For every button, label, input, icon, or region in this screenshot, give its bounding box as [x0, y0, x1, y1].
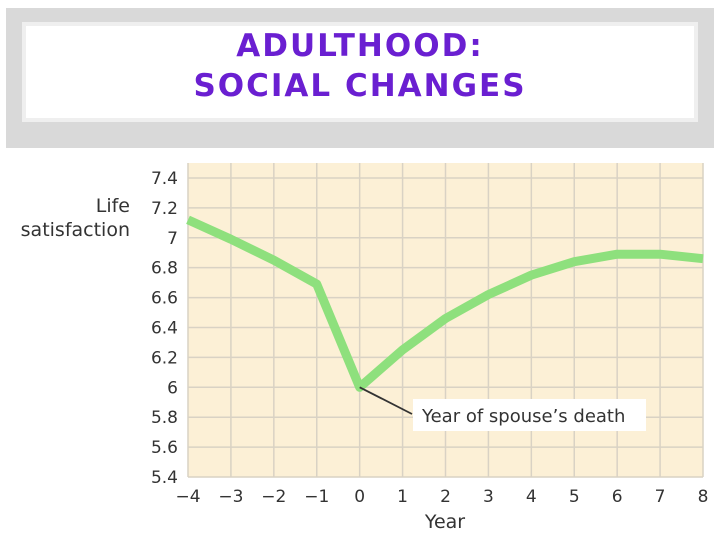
annotation-label: Year of spouse’s death	[421, 406, 625, 427]
x-tick-label: −3	[218, 487, 243, 507]
x-tick-label: 8	[698, 487, 709, 507]
x-tick-label: 4	[526, 487, 537, 507]
x-tick-label: 7	[655, 487, 666, 507]
x-tick-label: −1	[304, 487, 329, 507]
x-axis-title: Year	[424, 511, 465, 533]
x-tick-label: 1	[397, 487, 408, 507]
y-tick-label: 5.6	[151, 438, 178, 458]
y-tick-label: 6.8	[151, 259, 178, 279]
y-tick-label: 6.2	[151, 348, 178, 368]
slide-title-line-2: SOCIAL CHANGES	[193, 68, 527, 104]
x-tick-label: −2	[261, 487, 286, 507]
annotation-box	[413, 399, 646, 431]
y-axis-title-line-2: satisfaction	[21, 219, 130, 241]
series-line	[186, 215, 704, 392]
x-tick-label: 5	[569, 487, 580, 507]
y-tick-label: 7	[167, 229, 178, 249]
y-tick-label: 7.2	[151, 199, 178, 219]
y-tick-label: 6	[167, 378, 178, 398]
y-axis-title-line-1: Life	[96, 195, 130, 217]
y-tick-labels: 5.4 5.6 5.8 6 6.2 6.4 6.6 6.8 7 7.2 7.4	[151, 169, 178, 488]
title-card	[22, 22, 698, 122]
y-tick-label: 6.6	[151, 289, 178, 309]
y-tick-label: 5.8	[151, 408, 178, 428]
x-tick-label: 6	[612, 487, 623, 507]
x-tick-label: 3	[483, 487, 494, 507]
y-tick-label: 7.4	[151, 169, 178, 189]
x-tick-label: 0	[354, 487, 365, 507]
x-tick-labels: −4 −3 −2 −1 0 1 2 3 4 5 6 7 8	[175, 487, 708, 507]
x-tick-label: 2	[440, 487, 451, 507]
y-tick-label: 5.4	[151, 468, 178, 488]
x-tick-label: −4	[175, 487, 200, 507]
slide-title-line-1: ADULTHOOD:	[236, 28, 484, 64]
annotation-leader-line	[359, 386, 413, 415]
y-tick-label: 6.4	[151, 318, 178, 338]
